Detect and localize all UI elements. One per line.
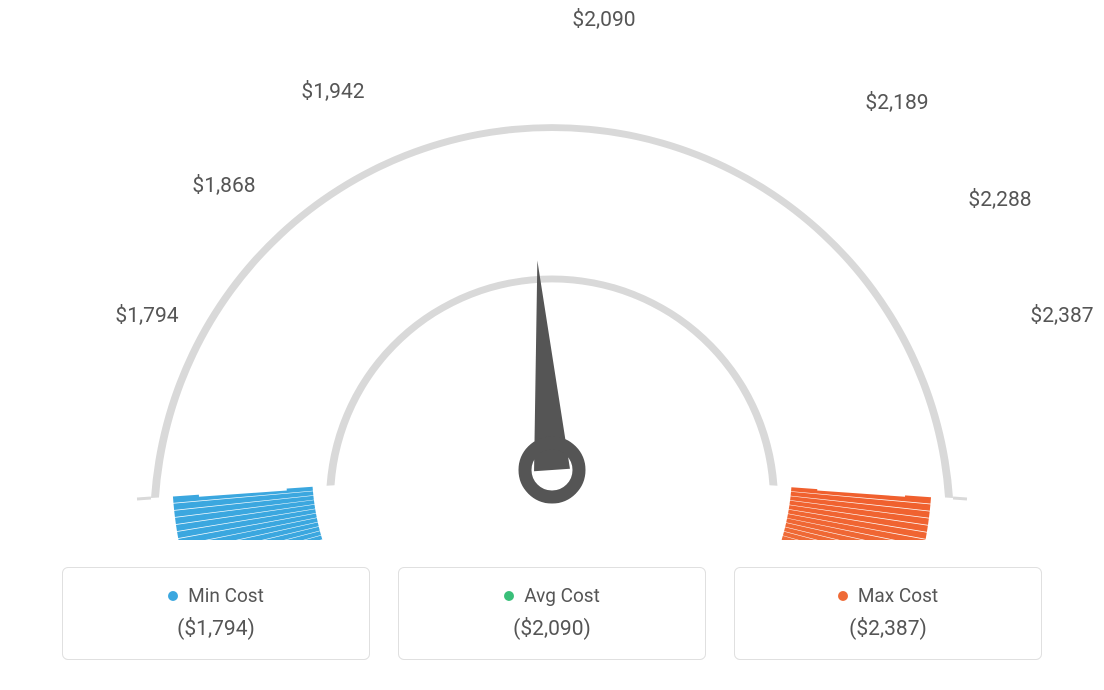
dot-icon [168,591,178,601]
dot-icon [504,591,514,601]
legend-value: ($2,090) [419,617,685,641]
legend: Min Cost ($1,794) Avg Cost ($2,090) Max … [62,567,1042,660]
gauge-tick-label: $2,288 [968,188,1031,212]
gauge-svg [52,0,1052,540]
legend-label: Avg Cost [524,584,600,607]
gauge-chart: $1,794$1,868$1,942$2,090$2,189$2,288$2,3… [52,0,1052,540]
legend-title: Min Cost [168,584,264,607]
legend-title: Max Cost [838,584,938,607]
legend-value: ($1,794) [83,617,349,641]
legend-box-min: Min Cost ($1,794) [62,567,370,660]
legend-value: ($2,387) [755,617,1021,641]
legend-box-max: Max Cost ($2,387) [734,567,1042,660]
legend-box-avg: Avg Cost ($2,090) [398,567,706,660]
gauge-tick-label: $2,387 [1030,304,1093,328]
legend-label: Max Cost [858,584,938,607]
legend-label: Min Cost [188,584,264,607]
gauge-tick-label: $1,794 [115,304,178,328]
legend-title: Avg Cost [504,584,600,607]
gauge-tick-label: $2,090 [572,8,635,32]
dot-icon [838,591,848,601]
gauge-tick-label: $1,942 [301,80,364,104]
gauge-tick-label: $1,868 [192,174,255,198]
gauge-tick-label: $2,189 [865,91,928,115]
